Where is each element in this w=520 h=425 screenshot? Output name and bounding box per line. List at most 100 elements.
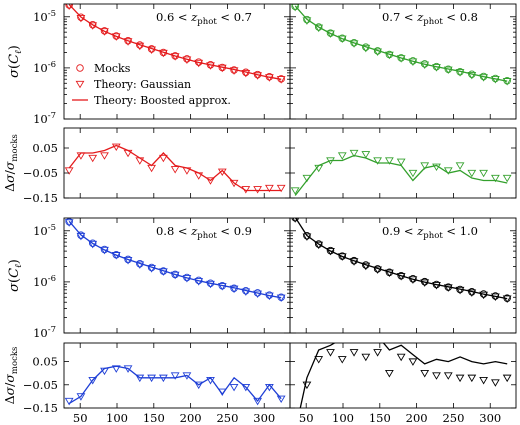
gaussian-ratio-marker [443,167,453,175]
mock-point [136,259,144,268]
gaussian-marker [217,64,227,73]
gaussian-ratio-marker [111,365,121,373]
gaussian-marker [147,265,156,273]
sigma-y-axis-label: σ(Cℓ) [7,45,24,78]
gaussian-ratio-marker [217,388,227,397]
legend-mocks-label: Mocks [94,62,131,75]
gaussian-marker [276,76,286,84]
gaussian-ratio-marker [302,174,312,183]
mock-point [194,58,203,66]
x-tick-label: 250 [216,411,238,425]
gaussian-marker [123,38,133,46]
gaussian-marker [408,58,418,66]
mock-point [444,65,453,74]
gaussian-marker [408,276,418,284]
y-tick-label: 10-6 [33,274,56,289]
gaussian-marker [147,46,156,54]
mock-point [194,276,203,285]
gaussian-ratio-marker [64,167,74,175]
gaussian-ratio-marker [76,152,86,160]
ratio-y-tick-label: −0.05 [23,378,58,392]
sigma-y-axis-label: σ(Cℓ) [7,259,24,292]
gaussian-ratio-marker [111,143,121,152]
gaussian-ratio-marker [479,169,488,178]
x-tick-label: 100 [106,411,128,425]
gaussian-marker [420,279,430,287]
gaussian-ratio-marker [337,356,347,364]
gaussian-marker [314,24,324,33]
gaussian-marker [491,293,500,301]
gaussian-marker [182,275,192,283]
gaussian-ratio-marker [64,397,74,406]
gaussian-marker [361,44,371,53]
ratio-plot-area [64,143,286,194]
gaussian-ratio-marker [135,374,145,383]
ratio-y-tick-label: −0.15 [23,191,58,205]
sigma-plot-area [65,4,286,84]
gaussian-marker [491,76,500,84]
legend: Mocks Theory: Gaussian Theory: Boosted app… [72,62,231,107]
x-tick-label: 200 [180,411,202,425]
legend-gaussian-label: Theory: Gaussian [94,78,191,91]
gaussian-ratio-marker [349,349,359,357]
gaussian-marker [502,295,512,303]
gaussian-marker [88,240,98,249]
mock-point [183,55,191,63]
mock-point [420,60,429,68]
gaussian-ratio-marker [314,356,324,364]
gaussian-marker [64,219,74,227]
gaussian-ratio-marker [502,374,512,383]
boosted-line [68,220,282,299]
mock-point [291,218,299,222]
gaussian-marker [502,78,512,86]
ratio-y-tick-label: 0.05 [32,141,58,155]
gaussian-marker [467,71,477,80]
mock-point [77,13,85,21]
ratio-y-tick-label: −0.05 [23,166,58,180]
mock-point [65,218,73,226]
gaussian-marker [396,273,406,281]
gaussian-marker [76,232,86,241]
gaussian-marker [182,56,192,64]
boosted-ratio-line [299,343,508,408]
gaussian-marker [314,241,324,250]
gaussian-marker [443,284,453,292]
y-tick-label: 10-5 [33,223,56,238]
ratio-frame [289,127,517,199]
gaussian-marker [455,69,465,77]
mock-point [326,246,335,255]
gaussian-ratio-marker [432,163,441,172]
boosted-ratio-line [294,154,508,196]
mock-point [253,70,262,79]
bin-label: 0.7 < zphot < 0.8 [382,10,478,27]
gaussian-marker [206,280,215,289]
gaussian-ratio-marker [229,179,239,188]
gaussian-ratio-marker [170,166,180,174]
gaussian-ratio-marker [384,157,394,165]
gaussian-ratio-marker [361,353,371,362]
sigma-plot-area [291,218,512,303]
gaussian-ratio-marker [491,174,500,183]
gaussian-ratio-marker [420,370,430,378]
gaussian-ratio-marker [158,374,168,383]
gaussian-marker [65,4,73,10]
gaussian-ratio-marker [276,184,286,193]
gaussian-marker [349,258,359,266]
gaussian-ratio-marker [467,169,477,178]
x-tick-label: 100 [332,411,354,425]
gaussian-ratio-marker [76,393,86,401]
ratio-y-tick-label: 0.05 [32,355,58,369]
ratio-y-axis-label: Δσ/σmocks [2,134,20,192]
gaussian-ratio-marker [170,372,180,380]
mock-point [397,271,405,280]
gaussian-ratio-marker [241,186,251,194]
gaussian-ratio-marker [408,169,418,178]
gaussian-marker [432,282,441,290]
mock-point [77,231,85,239]
gaussian-ratio-marker [420,162,430,170]
gaussian-ratio-marker [292,417,299,423]
x-tick-label: 300 [253,411,275,425]
mock-point [265,291,274,299]
mock-point [218,63,227,72]
